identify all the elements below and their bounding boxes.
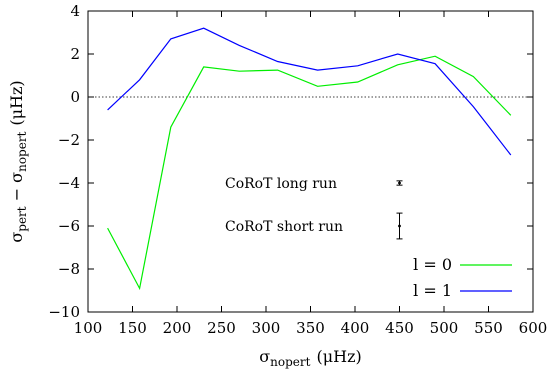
error-bar-layer: CoRoT long run CoRoT short run xyxy=(225,176,403,240)
x-tick-label: 350 xyxy=(296,319,325,337)
y-tick-label: 0 xyxy=(70,88,80,106)
y-axis-label-sub-pert: pert xyxy=(15,206,29,232)
y-tick-label: −4 xyxy=(58,174,80,192)
x-axis-label: σnopert (μHz) xyxy=(259,347,361,369)
y-tick-label: −2 xyxy=(58,131,80,149)
y-axis-label: σpert − σnopert (μHz) xyxy=(7,80,29,242)
x-tick-label: 600 xyxy=(519,319,548,337)
tick-layer: 100 150 200 250 300 350 400 450 500 550 600 −10 −8 −6… xyxy=(48,2,547,337)
x-tick-label: 500 xyxy=(430,319,459,337)
plot-frame xyxy=(87,10,534,313)
y-axis-label-main: σ xyxy=(7,232,26,243)
x-tick-label: 250 xyxy=(207,319,236,337)
y-axis-label-unit: (μHz) xyxy=(7,80,26,125)
x-axis-label-sub: nopert xyxy=(270,355,310,369)
error-bar-label: CoRoT long run xyxy=(225,176,337,192)
x-tick-label: 550 xyxy=(474,319,503,337)
error-bar-point xyxy=(398,181,401,185)
x-tick-label: 200 xyxy=(163,319,192,337)
y-tick-label: 4 xyxy=(70,2,80,20)
legend-label: l = 1 xyxy=(413,281,452,300)
x-tick-label: 150 xyxy=(118,319,147,337)
error-bar-label: CoRoT short run xyxy=(225,219,343,235)
series-line-l1 xyxy=(107,27,512,156)
y-tick-label: −10 xyxy=(48,303,80,321)
x-axis-label-main: σ xyxy=(259,347,270,366)
x-tick-label: 400 xyxy=(341,319,370,337)
y-tick-label: −6 xyxy=(58,217,80,235)
x-tick-label: 300 xyxy=(252,319,281,337)
x-tick-label: 100 xyxy=(74,319,103,337)
x-tick-label: 450 xyxy=(385,319,414,337)
series-line-l0 xyxy=(107,55,512,291)
y-tick-label: −8 xyxy=(58,260,80,278)
series-layer xyxy=(107,27,512,291)
legend: l = 0 l = 1 xyxy=(413,255,512,300)
error-bar-point xyxy=(398,224,401,228)
y-axis-label-minus: − σ xyxy=(7,172,26,207)
y-axis-label-sub-nopert: nopert xyxy=(15,131,29,171)
legend-label: l = 0 xyxy=(413,255,452,274)
x-axis-label-unit: (μHz) xyxy=(316,347,361,366)
y-tick-label: 2 xyxy=(70,45,80,63)
